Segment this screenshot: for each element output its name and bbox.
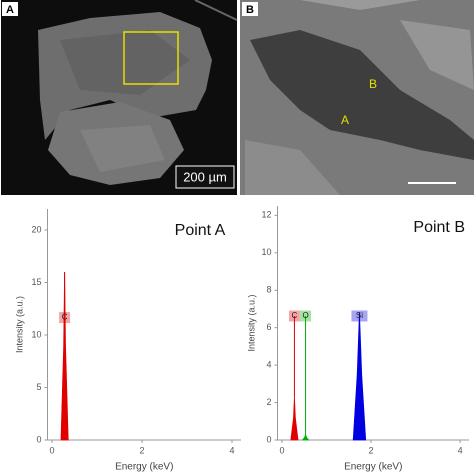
y-tick-label: 0 <box>266 434 271 444</box>
element-marker <box>351 310 368 322</box>
element-marker <box>288 310 300 322</box>
texture <box>400 20 474 90</box>
spectrum-peak <box>301 433 310 441</box>
y-tick-label: 5 <box>36 382 41 392</box>
y-tick-label: 0 <box>36 434 41 444</box>
x-tick-label: 2 <box>139 445 144 455</box>
panel-label-box <box>242 2 258 16</box>
x-tick-label: 0 <box>279 445 284 455</box>
x-tick-label: 0 <box>49 445 54 455</box>
point-label: A <box>341 113 349 127</box>
element-label: C <box>62 313 68 322</box>
dark-region <box>250 30 474 160</box>
element-label: C <box>292 311 298 320</box>
y-tick-label: 12 <box>261 210 271 220</box>
scale-bar-label: 200 µm <box>183 169 227 184</box>
point-label: B <box>369 77 377 91</box>
y-axis-label: Intensity (a.u.) <box>14 296 24 353</box>
x-tick-label: 4 <box>458 445 463 455</box>
texture <box>60 30 190 95</box>
y-tick-label: 20 <box>31 224 41 234</box>
element-marker <box>59 312 71 324</box>
edge <box>194 0 238 21</box>
y-axis-label: Intensity (a.u.) <box>246 294 256 351</box>
x-tick-label: 4 <box>229 445 234 455</box>
spectrum-peak <box>290 396 299 441</box>
y-tick-label: 10 <box>31 329 41 339</box>
texture <box>80 125 165 172</box>
y-tick-label: 4 <box>266 359 271 369</box>
y-tick-label: 10 <box>261 247 271 257</box>
chart-title: Point A <box>175 222 226 239</box>
texture <box>300 0 420 10</box>
element-label: O <box>302 311 308 320</box>
y-tick-label: 8 <box>266 285 271 295</box>
element-marker <box>300 310 312 322</box>
panel-label: B <box>246 4 254 16</box>
scale-bar-box <box>175 165 235 189</box>
spectrum-peak <box>352 312 367 441</box>
y-tick-label: 6 <box>266 322 271 332</box>
element-label: Si <box>356 311 363 320</box>
y-tick-label: 15 <box>31 277 41 287</box>
x-axis-label: Energy (keV) <box>344 462 402 473</box>
roi-box <box>123 31 179 85</box>
x-tick-label: 2 <box>369 445 374 455</box>
y-tick-label: 2 <box>266 397 271 407</box>
texture <box>245 140 340 195</box>
chart-title: Point B <box>413 219 465 236</box>
x-axis-label: Energy (keV) <box>115 462 173 473</box>
panel-label: A <box>6 4 14 16</box>
panel-label-box <box>2 2 18 16</box>
